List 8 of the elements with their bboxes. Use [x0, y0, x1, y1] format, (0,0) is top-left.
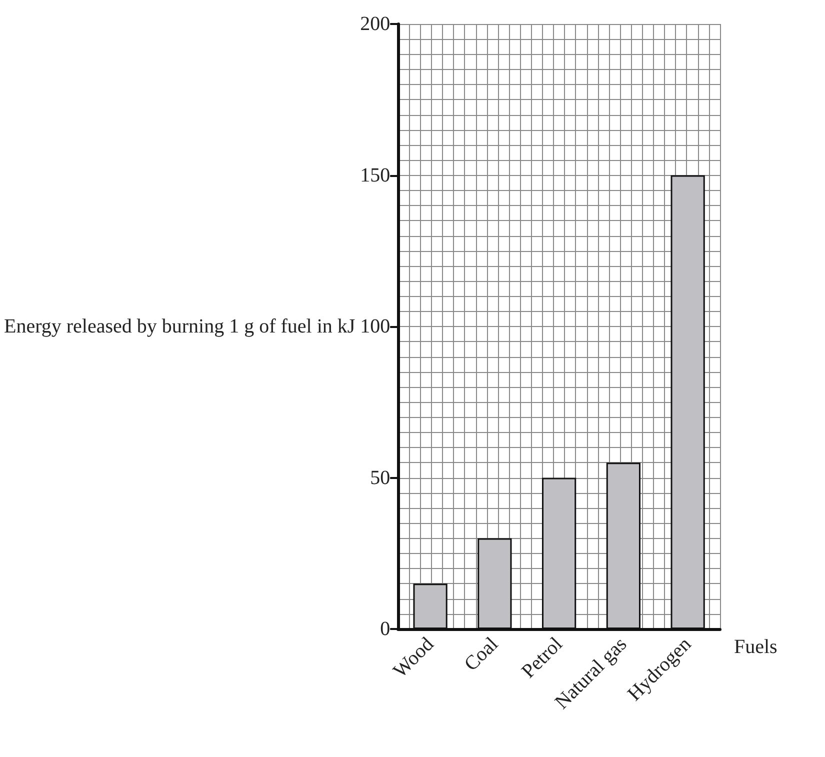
x-tick-label: Coal [460, 632, 503, 676]
y-tick-label: 200 [360, 13, 390, 35]
y-tick-label: 0 [380, 618, 390, 640]
y-tick-label: 150 [360, 164, 390, 186]
x-axis-title: Fuels [734, 636, 778, 658]
y-tick-label: 50 [370, 466, 390, 489]
y-tick-label: 100 [360, 316, 390, 338]
y-axis-title: Energy released by burning 1 g of fuel in kJ [4, 316, 356, 338]
